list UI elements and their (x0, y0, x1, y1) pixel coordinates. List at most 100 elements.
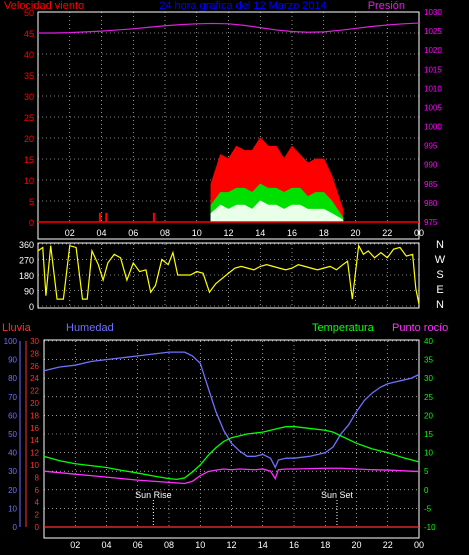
temperature-tick-label: -5 (424, 504, 432, 513)
wind-tick-label: 20 (24, 134, 34, 144)
pressure-line (38, 22, 420, 34)
rain-label: Lluvia (2, 322, 32, 334)
humidity-temperature-panel: Lluvia Humedad Temperatura Punto rocío 0… (2, 322, 448, 550)
humidity-tick-label: 70 (8, 393, 17, 402)
time-tick-label: 16 (289, 540, 299, 550)
wind-tick-label: 35 (24, 71, 34, 81)
humidity-time-axis: 02 04 06 08 10 12 14 16 18 20 22 00 (70, 540, 424, 550)
time-tick-label: 06 (128, 228, 138, 238)
wind-low-area (210, 200, 344, 223)
pressure-label: Presión (368, 0, 405, 12)
pressure-tick-label: 985 (424, 180, 438, 189)
wind-tick-label: 40 (24, 50, 34, 60)
chart-title: 24 hora grafica del 12 Marzo 2014 (159, 0, 327, 12)
humidity-label: Humedad (66, 322, 114, 334)
humidity-tick-label: 30 (8, 467, 17, 476)
rain-tick-label: 22 (30, 387, 39, 396)
temperature-tick-label: -10 (424, 523, 436, 532)
rain-tick-label: 26 (30, 362, 39, 371)
pressure-tick-label: 1015 (424, 65, 442, 74)
time-tick-label: 02 (70, 540, 80, 550)
dewpoint-line (43, 467, 420, 485)
time-tick-label: 18 (319, 228, 329, 238)
time-tick-label: 12 (226, 540, 236, 550)
wind-direction-line (37, 243, 420, 305)
rain-tick-label: 6 (35, 486, 40, 495)
time-tick-label: 20 (351, 540, 361, 550)
direction-degree-axis: 0 90 180 270 360 (19, 240, 34, 312)
temperature-tick-label: 10 (424, 449, 433, 458)
time-tick-label: 04 (101, 540, 111, 550)
pressure-tick-label: 980 (424, 199, 438, 208)
rain-tick-label: 14 (30, 436, 39, 445)
sun-annotations: Sun Rise Sun Set (135, 490, 353, 527)
temperature-tick-label: 30 (424, 374, 433, 383)
time-tick-label: 18 (320, 540, 330, 550)
direction-marks (37, 243, 420, 305)
wind-tick-label: 30 (24, 92, 34, 102)
rain-tick-label: 12 (30, 449, 39, 458)
sun-annotation-label: Sun Set (321, 490, 354, 500)
wind-tick-label: 15 (24, 155, 34, 165)
time-tick-label: 00 (414, 228, 424, 238)
wind-plot-grid (38, 11, 420, 223)
rain-tick-label: 16 (30, 424, 39, 433)
wind-speed-axis: 0 5 10 15 20 25 30 35 40 45 50 (24, 8, 34, 228)
time-tick-label: 06 (133, 540, 143, 550)
humidity-tick-label: 60 (8, 411, 17, 420)
direction-tick-label: 90 (24, 287, 34, 297)
wind-marks (38, 22, 420, 223)
temperature-tick-label: 20 (424, 411, 433, 420)
time-tick-label: 22 (383, 540, 393, 550)
humidity-tick-label: 0 (13, 523, 18, 532)
time-tick-label: 08 (164, 540, 174, 550)
time-tick-label: 10 (195, 540, 205, 550)
pressure-tick-label: 995 (424, 142, 438, 151)
sun-annotation-label: Sun Rise (135, 490, 172, 500)
temperature-tick-label: 15 (424, 430, 433, 439)
wind-tick-label: 5 (29, 197, 34, 207)
time-tick-label: 04 (96, 228, 106, 238)
time-tick-label: 16 (287, 228, 297, 238)
humidity-tick-label: 50 (8, 430, 17, 439)
direction-tick-label: 0 (29, 302, 34, 312)
rain-tick-label: 28 (30, 349, 39, 358)
humidity-tick-label: 40 (8, 449, 17, 458)
humidity-tick-label: 100 (4, 337, 18, 346)
temperature-tick-label: 5 (424, 467, 429, 476)
rain-tick-label: 24 (30, 374, 39, 383)
temperature-axis: -10 -5 0 5 10 15 20 25 30 35 40 (424, 337, 436, 532)
temperature-line (43, 425, 420, 481)
pressure-tick-label: 1010 (424, 84, 442, 93)
temperature-tick-label: 35 (424, 356, 433, 365)
temperature-tick-label: 25 (424, 393, 433, 402)
temperature-tick-label: 0 (424, 486, 429, 495)
time-tick-label: 14 (255, 228, 265, 238)
compass-label: W (435, 254, 446, 266)
pressure-tick-label: 1020 (424, 46, 442, 55)
compass-label: N (436, 239, 444, 251)
humidity-axis: 0 10 20 30 40 50 60 70 80 90 100 (4, 337, 21, 532)
rain-tick-label: 18 (30, 411, 39, 420)
compass-label: N (436, 299, 444, 311)
humidity-tick-label: 10 (8, 504, 17, 513)
wind-speed-label: Velocidad viento (4, 0, 84, 12)
time-tick-label: 12 (223, 228, 233, 238)
wind-tick-label: 45 (24, 29, 34, 39)
temperature-tick-label: 40 (424, 337, 433, 346)
humidity-tick-label: 80 (8, 374, 17, 383)
time-tick-label: 20 (350, 228, 360, 238)
time-tick-label: 00 (414, 540, 424, 550)
wind-pressure-panel: Velocidad viento 24 hora grafica del 12 … (4, 0, 442, 240)
direction-tick-label: 180 (19, 271, 34, 281)
time-tick-label: 10 (192, 228, 202, 238)
rain-tick-label: 20 (30, 399, 39, 408)
compass-label: E (436, 284, 443, 296)
time-tick-label: 14 (258, 540, 268, 550)
direction-tick-label: 270 (19, 256, 34, 266)
time-tick-label: 22 (382, 228, 392, 238)
wind-tick-label: 25 (24, 113, 34, 123)
humidity-tick-label: 20 (8, 486, 17, 495)
humidity-marks (43, 351, 420, 528)
